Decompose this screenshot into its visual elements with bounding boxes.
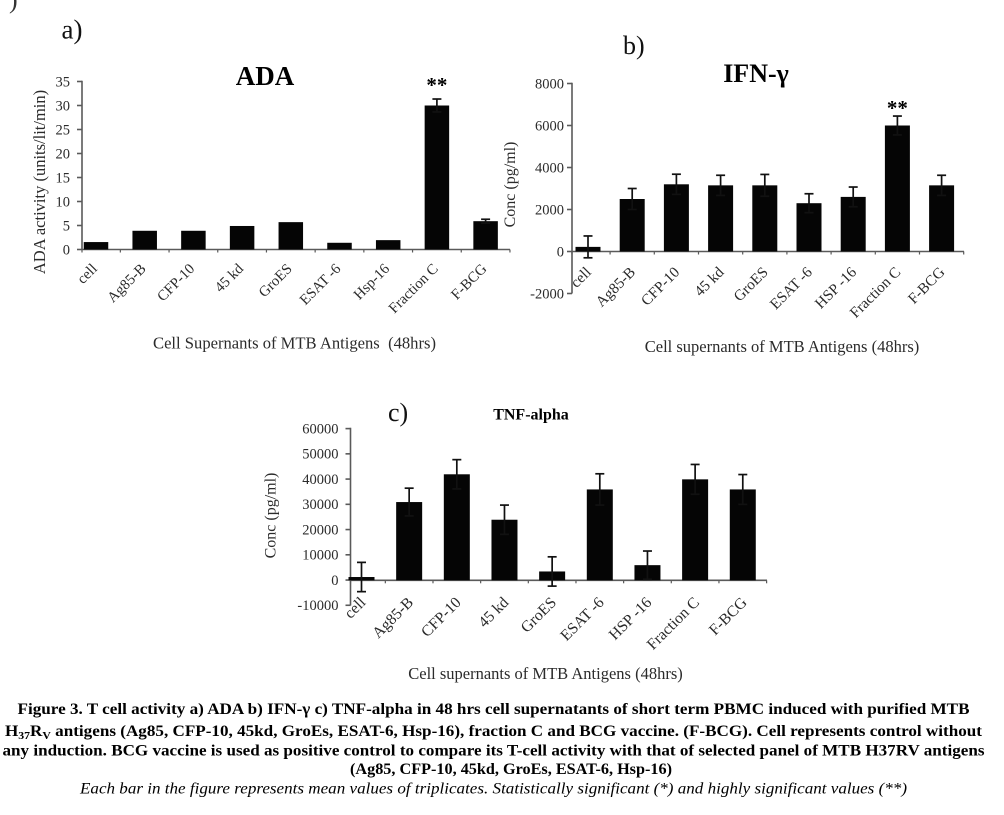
svg-text:Conc (pg/ml): Conc (pg/ml) [262, 473, 279, 559]
svg-text:Conc (pg/ml): Conc (pg/ml) [502, 142, 519, 228]
svg-text:): ) [9, 0, 18, 14]
svg-text:60000: 60000 [302, 421, 338, 437]
svg-text:-10000: -10000 [297, 598, 338, 614]
svg-text:30: 30 [56, 98, 71, 114]
svg-text:0: 0 [331, 573, 338, 589]
svg-text:35: 35 [56, 74, 71, 90]
svg-text:H37RV antigens (Ag85, CFP-10,: H37RV antigens (Ag85, CFP-10, 45kd, GroE… [5, 723, 983, 742]
svg-text:TNF-alpha: TNF-alpha [493, 407, 569, 424]
svg-text:Cell Supernants of MTB Antigen: Cell Supernants of MTB Antigens (48hrs) [153, 334, 436, 353]
svg-text:40000: 40000 [302, 472, 338, 488]
svg-text:Cell supernants of MTB Antigen: Cell supernants of MTB Antigens (48hrs) [645, 337, 920, 356]
svg-text:b): b) [623, 31, 645, 60]
svg-text:**: ** [426, 73, 447, 97]
svg-text:IFN-γ: IFN-γ [723, 59, 789, 88]
svg-text:6000: 6000 [535, 118, 564, 134]
svg-text:a): a) [62, 15, 83, 45]
svg-text:Cell supernants of MTB Antigen: Cell supernants of MTB Antigens (48hrs) [408, 664, 683, 683]
svg-text:20000: 20000 [302, 522, 338, 538]
svg-text:30000: 30000 [302, 497, 338, 513]
svg-text:**: ** [887, 96, 908, 120]
svg-text:4000: 4000 [535, 160, 564, 176]
svg-text:8000: 8000 [535, 76, 564, 92]
svg-text:5: 5 [63, 218, 70, 234]
svg-text:50000: 50000 [302, 447, 338, 463]
svg-text:2000: 2000 [535, 202, 564, 218]
svg-text:10000: 10000 [302, 548, 338, 564]
svg-text:c): c) [388, 398, 408, 427]
svg-text:20: 20 [56, 146, 71, 162]
svg-text:Figure 3. T cell activity a) A: Figure 3. T cell activity a) ADA b) IFN-… [18, 701, 970, 718]
svg-text:Each bar in the figure represe: Each bar in the figure represents mean v… [79, 781, 907, 798]
svg-text:15: 15 [56, 170, 71, 186]
svg-text:any induction. BCG vaccine is: any induction. BCG vaccine is used as po… [3, 743, 985, 760]
svg-text:25: 25 [56, 122, 71, 138]
svg-text:ADA: ADA [236, 61, 295, 91]
svg-text:0: 0 [557, 244, 564, 260]
svg-text:0: 0 [63, 242, 70, 258]
svg-text:(Ag85, CFP-10, 45kd, GroEs, ES: (Ag85, CFP-10, 45kd, GroEs, ESAT-6, Hsp-… [350, 761, 672, 778]
svg-text:-2000: -2000 [530, 286, 564, 302]
svg-text:ADA activity (units/lit/min): ADA activity (units/lit/min) [30, 90, 49, 274]
svg-text:10: 10 [56, 194, 71, 210]
